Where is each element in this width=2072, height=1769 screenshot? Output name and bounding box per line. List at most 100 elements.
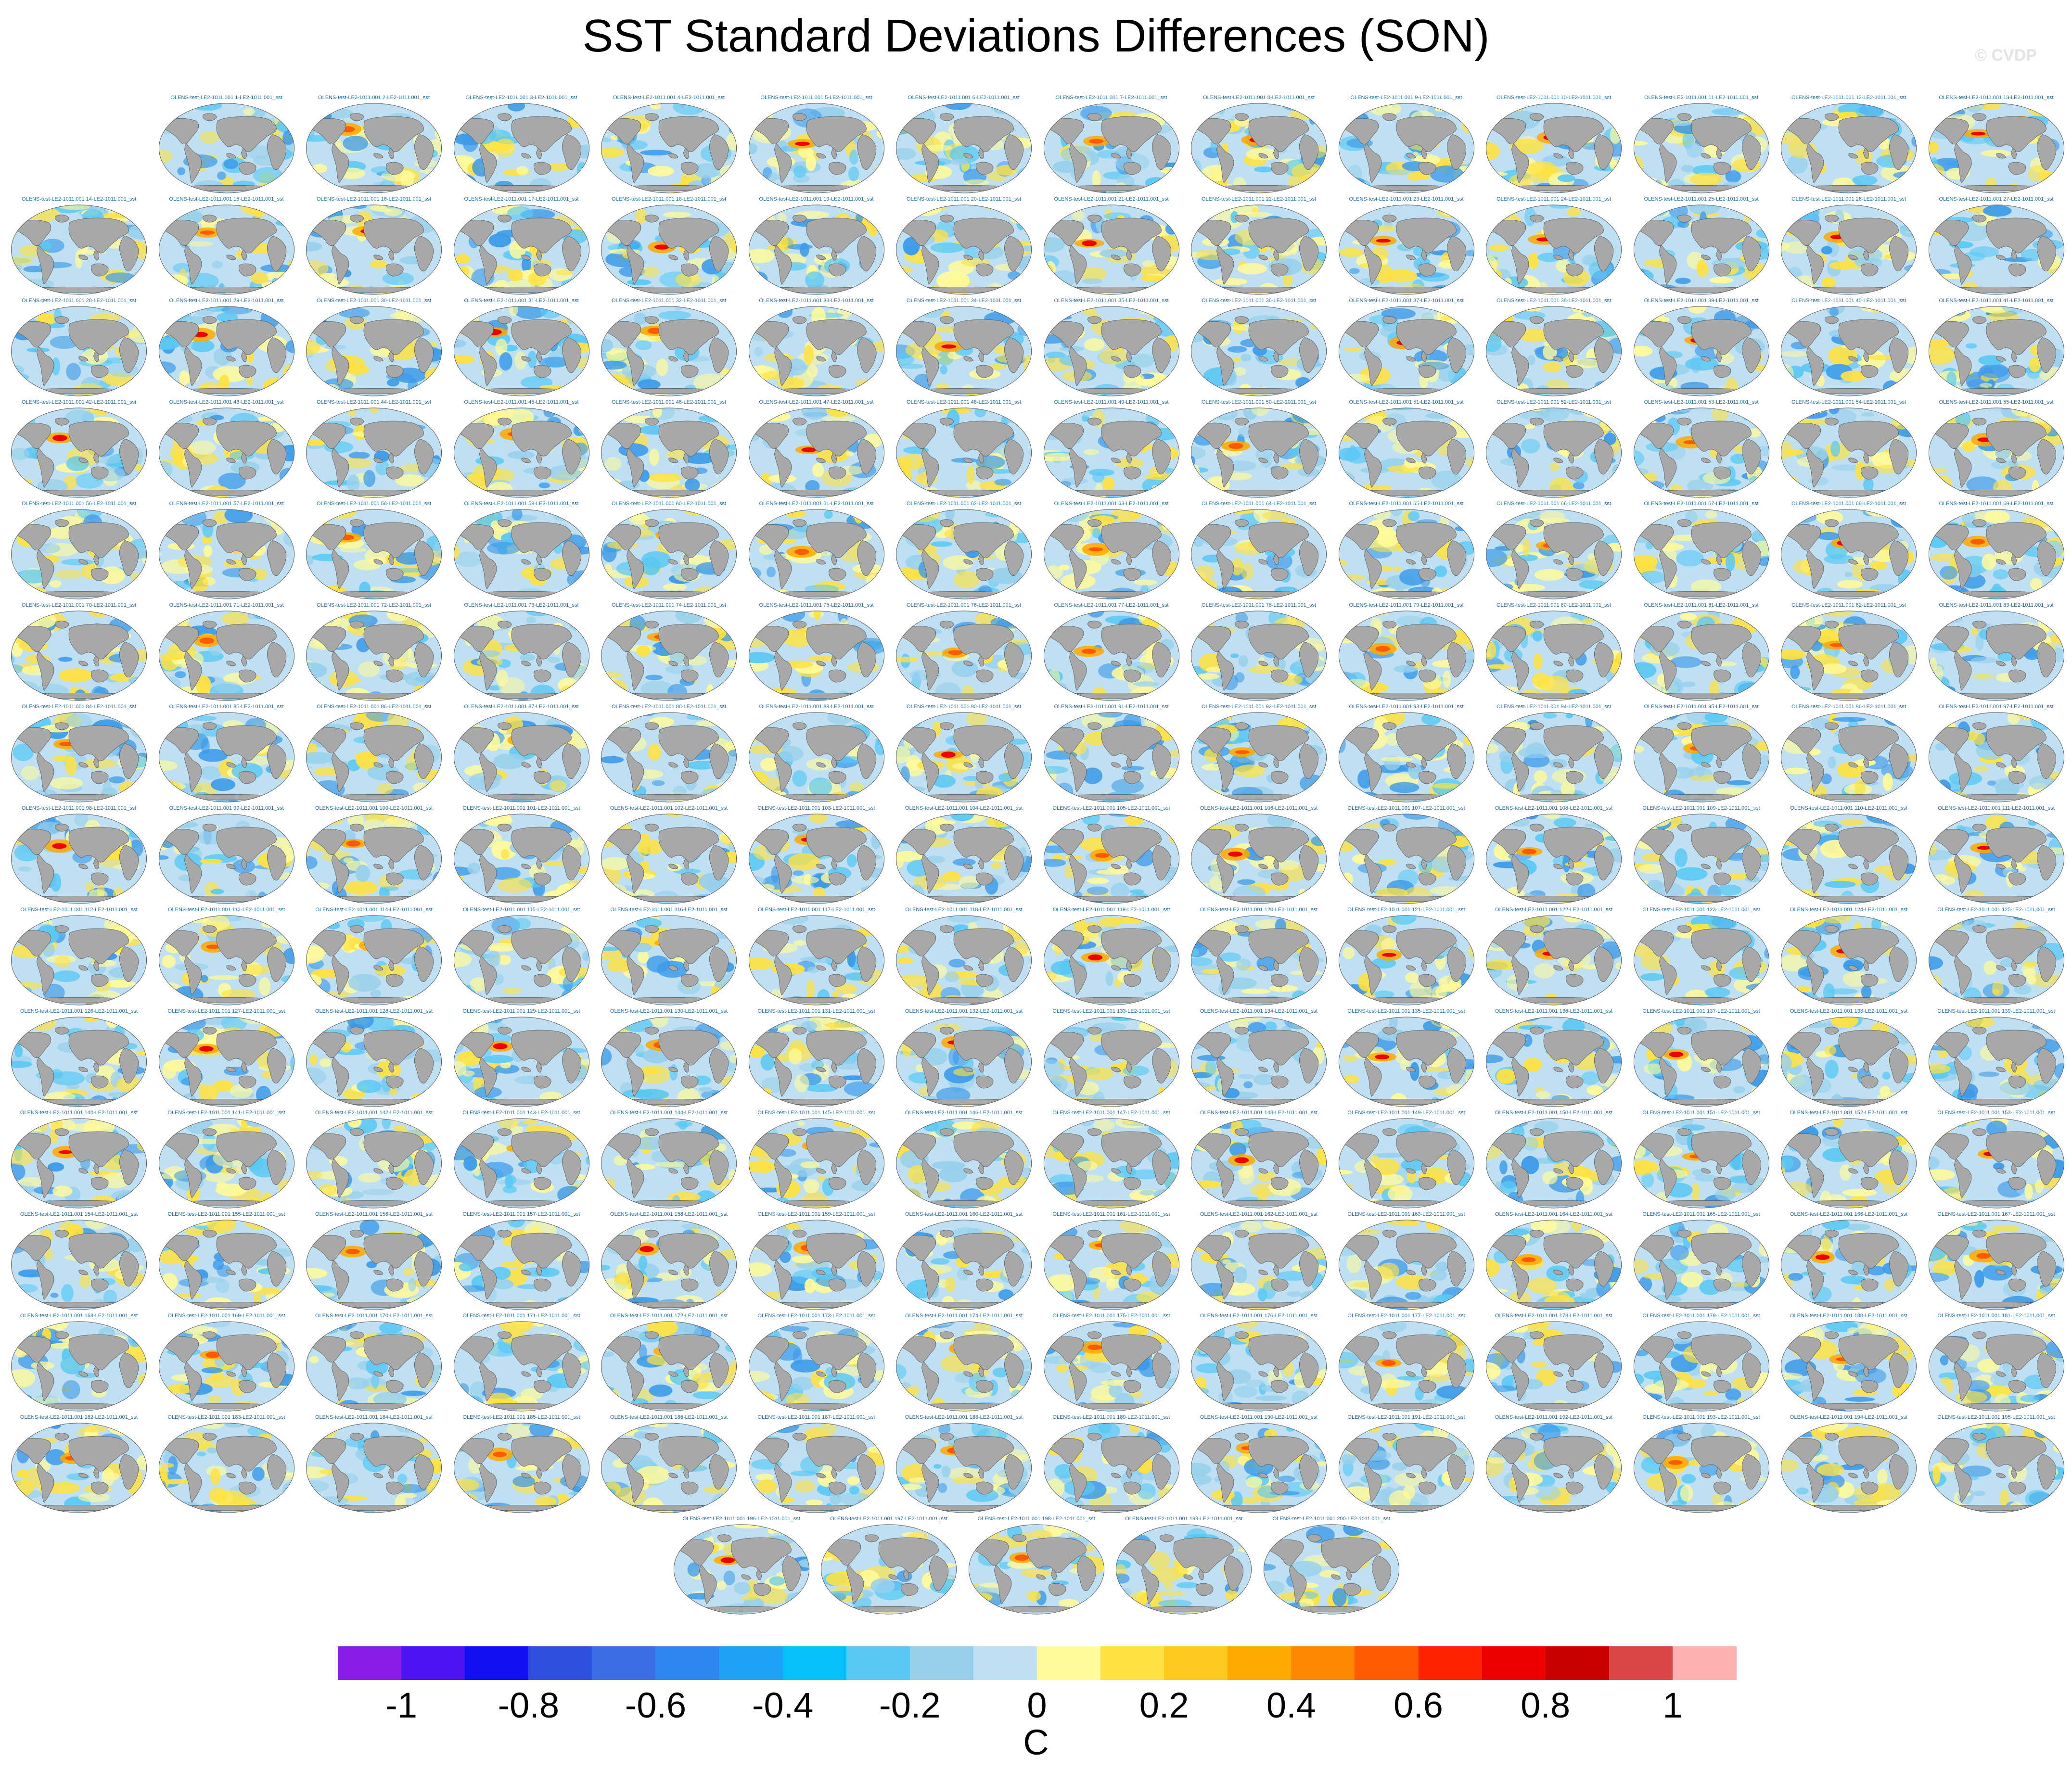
panel-label: OLENS-test-LE2-1011.001 85-LE2-1011.001_… <box>169 704 284 710</box>
panel-label: OLENS-test-LE2-1011.001 17-LE2-1011.001_… <box>464 196 579 202</box>
sst-difference-map <box>1928 306 2064 396</box>
map-panel: OLENS-test-LE2-1011.001 33-LE2-1011.001_… <box>743 296 890 398</box>
map-panel: OLENS-test-LE2-1011.001 51-LE2-1011.001_… <box>1333 397 1480 499</box>
map-panel: OLENS-test-LE2-1011.001 113-LE2-1011.001… <box>153 905 300 1007</box>
map-panel: OLENS-test-LE2-1011.001 117-LE2-1011.001… <box>743 905 890 1007</box>
map-panel: OLENS-test-LE2-1011.001 194-LE2-1011.001… <box>1776 1413 1922 1514</box>
sst-difference-map <box>601 204 737 295</box>
panel-label: OLENS-test-LE2-1011.001 68-LE2-1011.001_… <box>1791 501 1906 507</box>
map-panel: OLENS-test-LE2-1011.001 6-LE2-1011.001_s… <box>891 93 1037 195</box>
panel-label: OLENS-test-LE2-1011.001 192-LE2-1011.001… <box>1495 1414 1613 1420</box>
panel-label: OLENS-test-LE2-1011.001 122-LE2-1011.001… <box>1495 907 1613 913</box>
map-panel: OLENS-test-LE2-1011.001 197-LE2-1011.001… <box>816 1514 962 1616</box>
panel-label: OLENS-test-LE2-1011.001 82-LE2-1011.001_… <box>1791 602 1906 608</box>
map-panel: OLENS-test-LE2-1011.001 192-LE2-1011.001… <box>1481 1413 1627 1514</box>
map-panel: OLENS-test-LE2-1011.001 181-LE2-1011.001… <box>1923 1311 2070 1413</box>
map-panel: OLENS-test-LE2-1011.001 146-LE2-1011.001… <box>891 1108 1037 1210</box>
map-panel: OLENS-test-LE2-1011.001 96-LE2-1011.001_… <box>1776 702 1922 804</box>
panel-label: OLENS-test-LE2-1011.001 95-LE2-1011.001_… <box>1644 704 1759 710</box>
map-panel: OLENS-test-LE2-1011.001 29-LE2-1011.001_… <box>153 296 300 398</box>
panel-label: OLENS-test-LE2-1011.001 165-LE2-1011.001… <box>1642 1211 1760 1217</box>
panel-label: OLENS-test-LE2-1011.001 66-LE2-1011.001_… <box>1496 501 1612 507</box>
panel-label: OLENS-test-LE2-1011.001 180-LE2-1011.001… <box>1790 1313 1908 1319</box>
sst-difference-map <box>1043 915 1179 1005</box>
sst-difference-map <box>306 915 442 1005</box>
sst-difference-map <box>1190 407 1327 498</box>
sst-difference-map <box>1780 1423 1917 1513</box>
panel-label: OLENS-test-LE2-1011.001 69-LE2-1011.001_… <box>1939 501 2054 507</box>
sst-difference-map <box>1190 1321 1327 1412</box>
sst-difference-map <box>601 509 737 599</box>
sst-difference-map <box>1190 509 1327 599</box>
map-panel: OLENS-test-LE2-1011.001 165-LE2-1011.001… <box>1628 1209 1775 1311</box>
figure-title: SST Standard Deviations Differences (SON… <box>582 10 1490 62</box>
map-panel: OLENS-test-LE2-1011.001 47-LE2-1011.001_… <box>743 397 890 499</box>
panel-label: OLENS-test-LE2-1011.001 193-LE2-1011.001… <box>1642 1414 1760 1420</box>
map-panel: OLENS-test-LE2-1011.001 28-LE2-1011.001_… <box>6 296 152 398</box>
map-panel: OLENS-test-LE2-1011.001 42-LE2-1011.001_… <box>6 397 152 499</box>
map-panel: OLENS-test-LE2-1011.001 199-LE2-1011.001… <box>1111 1514 1257 1616</box>
panel-label: OLENS-test-LE2-1011.001 54-LE2-1011.001_… <box>1791 399 1906 405</box>
sst-difference-map <box>1928 1423 2064 1513</box>
panel-label: OLENS-test-LE2-1011.001 136-LE2-1011.001… <box>1495 1008 1613 1014</box>
panel-label: OLENS-test-LE2-1011.001 79-LE2-1011.001_… <box>1349 602 1464 608</box>
map-panel: OLENS-test-LE2-1011.001 122-LE2-1011.001… <box>1481 905 1627 1007</box>
sst-difference-map <box>1043 306 1179 396</box>
sst-difference-map <box>601 103 737 193</box>
map-panel: OLENS-test-LE2-1011.001 11-LE2-1011.001_… <box>1628 93 1775 195</box>
sst-difference-map <box>453 103 589 193</box>
panel-label: OLENS-test-LE2-1011.001 57-LE2-1011.001_… <box>169 501 284 507</box>
sst-difference-map <box>748 1220 884 1310</box>
map-panel: OLENS-test-LE2-1011.001 183-LE2-1011.001… <box>153 1413 300 1514</box>
sst-difference-map <box>306 407 442 498</box>
map-panel: OLENS-test-LE2-1011.001 10-LE2-1011.001_… <box>1481 93 1627 195</box>
colorbar-swatch <box>1100 1646 1164 1680</box>
map-panel: OLENS-test-LE2-1011.001 114-LE2-1011.001… <box>301 905 447 1007</box>
panel-label: OLENS-test-LE2-1011.001 93-LE2-1011.001_… <box>1349 704 1464 710</box>
sst-difference-map <box>748 915 884 1005</box>
panel-label: OLENS-test-LE2-1011.001 153-LE2-1011.001… <box>1937 1110 2055 1116</box>
sst-difference-map <box>1780 1017 1917 1107</box>
sst-difference-map <box>895 915 1032 1005</box>
map-panel: OLENS-test-LE2-1011.001 93-LE2-1011.001_… <box>1333 702 1480 804</box>
map-panel: OLENS-test-LE2-1011.001 58-LE2-1011.001_… <box>301 499 447 601</box>
map-panel: OLENS-test-LE2-1011.001 106-LE2-1011.001… <box>1186 803 1332 905</box>
panel-label: OLENS-test-LE2-1011.001 31-LE2-1011.001_… <box>464 298 579 304</box>
panel-label: OLENS-test-LE2-1011.001 14-LE2-1011.001_… <box>21 196 137 202</box>
map-panel: OLENS-test-LE2-1011.001 154-LE2-1011.001… <box>6 1209 152 1311</box>
panel-label: OLENS-test-LE2-1011.001 146-LE2-1011.001… <box>905 1110 1023 1116</box>
sst-difference-map <box>1780 712 1917 802</box>
panel-label: OLENS-test-LE2-1011.001 190-LE2-1011.001… <box>1200 1414 1318 1420</box>
sst-difference-map <box>1485 204 1622 295</box>
panel-label: OLENS-test-LE2-1011.001 137-LE2-1011.001… <box>1642 1008 1760 1014</box>
colorbar-swatch <box>719 1646 783 1680</box>
map-panel: OLENS-test-LE2-1011.001 145-LE2-1011.001… <box>743 1108 890 1210</box>
panel-label: OLENS-test-LE2-1011.001 143-LE2-1011.001… <box>462 1110 580 1116</box>
map-panel: OLENS-test-LE2-1011.001 43-LE2-1011.001_… <box>153 397 300 499</box>
map-panel: OLENS-test-LE2-1011.001 82-LE2-1011.001_… <box>1776 600 1922 702</box>
sst-difference-map <box>11 407 147 498</box>
sst-difference-map <box>1043 103 1179 193</box>
map-panel: OLENS-test-LE2-1011.001 68-LE2-1011.001_… <box>1776 499 1922 601</box>
panel-label: OLENS-test-LE2-1011.001 166-LE2-1011.001… <box>1790 1211 1908 1217</box>
map-panel: OLENS-test-LE2-1011.001 112-LE2-1011.001… <box>6 905 152 1007</box>
map-panel: OLENS-test-LE2-1011.001 144-LE2-1011.001… <box>596 1108 742 1210</box>
panel-label: OLENS-test-LE2-1011.001 60-LE2-1011.001_… <box>611 501 727 507</box>
panel-label: OLENS-test-LE2-1011.001 126-LE2-1011.001… <box>20 1008 138 1014</box>
map-panel: OLENS-test-LE2-1011.001 149-LE2-1011.001… <box>1333 1108 1480 1210</box>
sst-difference-map <box>453 1220 589 1310</box>
map-panel: OLENS-test-LE2-1011.001 41-LE2-1011.001_… <box>1923 296 2070 398</box>
panel-label: OLENS-test-LE2-1011.001 115-LE2-1011.001… <box>462 907 580 913</box>
map-panel: OLENS-test-LE2-1011.001 153-LE2-1011.001… <box>1923 1108 2070 1210</box>
panel-label: OLENS-test-LE2-1011.001 175-LE2-1011.001… <box>1052 1313 1170 1319</box>
panel-label: OLENS-test-LE2-1011.001 50-LE2-1011.001_… <box>1201 399 1317 405</box>
map-panel: OLENS-test-LE2-1011.001 135-LE2-1011.001… <box>1333 1006 1480 1108</box>
panel-label: OLENS-test-LE2-1011.001 151-LE2-1011.001… <box>1642 1110 1760 1116</box>
colorbar-swatch <box>655 1646 720 1680</box>
panel-label: OLENS-test-LE2-1011.001 92-LE2-1011.001_… <box>1201 704 1317 710</box>
panel-label: OLENS-test-LE2-1011.001 61-LE2-1011.001_… <box>759 501 874 507</box>
map-panel: OLENS-test-LE2-1011.001 53-LE2-1011.001_… <box>1628 397 1775 499</box>
map-panel: OLENS-test-LE2-1011.001 12-LE2-1011.001_… <box>1776 93 1922 195</box>
sst-difference-map <box>1485 509 1622 599</box>
sst-difference-map <box>748 1423 884 1513</box>
